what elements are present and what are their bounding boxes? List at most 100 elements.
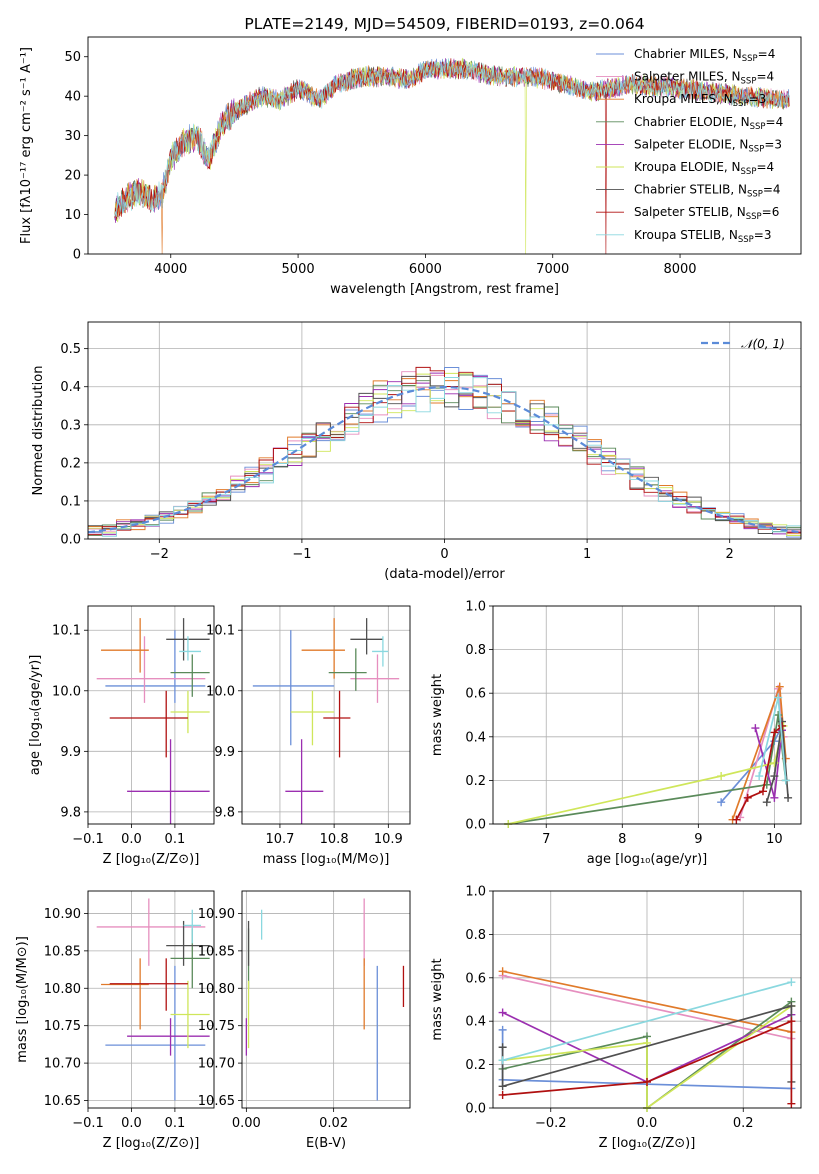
- weight-marker: [498, 1008, 507, 1017]
- x-axis-label: E(B-V): [306, 1136, 346, 1151]
- x-tick-label: 7: [542, 832, 550, 847]
- weight-marker: [498, 1082, 507, 1091]
- x-axis-label: Z [log₁₀(Z/Z⊙)]: [103, 1136, 200, 1151]
- x-axis-label: wavelength [Angstrom, rest frame]: [330, 282, 559, 297]
- x-tick-label: 8000: [663, 262, 696, 277]
- weight-marker: [498, 1025, 507, 1034]
- x-tick-label: 0: [440, 547, 448, 562]
- x-tick-label: 9: [694, 832, 702, 847]
- weight-series-line: [502, 974, 792, 1040]
- weight-marker: [643, 1077, 651, 1086]
- x-tick-label: 0.1: [165, 1116, 186, 1131]
- weight-marker: [770, 772, 779, 781]
- gaussian-reference-curve: [87, 385, 802, 534]
- legend-entry: Chabrier MILES, NSSP=4: [634, 47, 775, 64]
- legend-entry: Kroupa STELIB, NSSP=3: [634, 228, 772, 245]
- y-tick-label: 0.2: [465, 774, 486, 789]
- plot-area: [88, 891, 214, 1108]
- x-tick-label: 0.02: [319, 1116, 348, 1131]
- data-point: [109, 690, 188, 758]
- legend-entry: Chabrier ELODIE, NSSP=4: [634, 115, 783, 132]
- y-tick-label: 10.1: [206, 624, 235, 639]
- legend-entry: Salpeter STELIB, NSSP=6: [634, 205, 779, 222]
- x-tick-label: 1: [583, 547, 591, 562]
- x-tick-label: 7000: [536, 262, 569, 277]
- weight-marker: [751, 724, 760, 733]
- y-tick-label: 10.85: [198, 944, 235, 959]
- chart-title: PLATE=2149, MJD=54509, FIBERID=0193, z=0…: [244, 15, 644, 33]
- data-point: [109, 958, 188, 1011]
- y-tick-label: 0.6: [465, 971, 486, 986]
- y-axis-label: Flux [fλ10⁻¹⁷ erg cm⁻² s⁻¹ A⁻¹]: [19, 47, 34, 244]
- y-axis-label: mass weight: [430, 674, 445, 756]
- data-point: [96, 898, 206, 966]
- plot-area: [242, 891, 410, 1108]
- weight-series-line: [502, 1019, 793, 1104]
- weight-marker: [775, 682, 784, 691]
- y-tick-label: 10.90: [44, 907, 81, 922]
- weight-marker: [770, 728, 779, 737]
- y-tick-label: 10.90: [198, 907, 235, 922]
- weight-marker: [717, 772, 726, 781]
- y-tick-label: 0.4: [465, 730, 486, 745]
- weight-marker: [777, 721, 786, 730]
- x-tick-label: 0.2: [733, 1116, 754, 1131]
- weight-marker: [758, 787, 767, 796]
- panel-spectrum: 4000 5000 6000 7000 8000 0 10 20 30 40 50 PLATE=214…: [19, 15, 802, 297]
- panel-age-vs-mass: 10.7 10.8 10.9 9.8 9.9 10.0 10.1 mass [log₁₀(M/…: [206, 605, 411, 867]
- weight-series-line: [765, 721, 789, 803]
- legend-entry: Kroupa MILES, NSSP=3: [634, 92, 766, 109]
- data-point: [285, 739, 324, 824]
- data-point: [290, 690, 335, 746]
- weight-marker: [743, 793, 752, 802]
- panel-mass-vs-ebv: 0.00 0.02 10.65 10.70 10.75 10.80 10.85 10.90 E(…: [198, 890, 411, 1151]
- y-tick-label: 10.75: [44, 1019, 81, 1034]
- y-tick-label: 30: [64, 129, 81, 144]
- data-point: [170, 690, 210, 734]
- data-point: [372, 636, 389, 667]
- weight-marker: [498, 967, 507, 976]
- legend-entry: Salpeter MILES, NSSP=4: [634, 70, 774, 87]
- y-tick-label: 10.0: [52, 684, 81, 699]
- y-tick-label: 0.5: [60, 342, 81, 357]
- data-point: [252, 630, 335, 746]
- y-tick-label: 0.6: [465, 687, 486, 702]
- axes-frame: [492, 890, 802, 1109]
- y-tick-label: 10.75: [198, 1019, 235, 1034]
- weight-marker: [498, 1090, 507, 1099]
- axes-frame: [241, 890, 411, 1109]
- data-point: [170, 980, 210, 1049]
- y-tick-label: 10.80: [198, 982, 235, 997]
- legend: Chabrier MILES, NSSP=4 Salpeter MILES, NS…: [596, 47, 783, 245]
- y-tick-label: 0.2: [60, 456, 81, 471]
- axes-frame: [87, 321, 802, 540]
- x-tick-label: 10: [766, 832, 783, 847]
- data-point: [101, 958, 149, 1030]
- y-tick-label: 1.0: [465, 885, 486, 900]
- weight-marker: [770, 793, 779, 802]
- axes-frame: [87, 36, 802, 255]
- weight-marker: [498, 1043, 507, 1052]
- axes-frame: [241, 605, 411, 825]
- y-tick-label: 9.8: [60, 805, 81, 820]
- x-tick-label: 8: [618, 832, 626, 847]
- legend-entry: Chabrier STELIB, NSSP=4: [634, 183, 781, 200]
- data-point: [301, 618, 345, 679]
- axes-frame: [492, 605, 802, 825]
- x-tick-label: 0.0: [637, 1116, 658, 1131]
- x-axis-label: Z [log₁₀(Z/Z⊙)]: [103, 852, 200, 867]
- data-point: [179, 636, 201, 661]
- weight-marker: [787, 1002, 796, 1011]
- y-tick-label: 0.3: [60, 418, 81, 433]
- x-axis-label: (data-model)/error: [384, 567, 505, 582]
- y-tick-label: 10.0: [206, 684, 235, 699]
- y-tick-label: 0.4: [465, 1015, 486, 1030]
- weight-series-line: [502, 970, 792, 1033]
- y-tick-label: 0: [73, 248, 81, 263]
- panel-mass-vs-Z: −0.1 0.0 0.1 10.65 10.70 10.75 10.80 10.85 10.90…: [15, 890, 215, 1151]
- x-tick-label: −0.2: [535, 1116, 567, 1131]
- x-tick-label: 0.00: [232, 1116, 261, 1131]
- weight-marker: [717, 798, 726, 807]
- weight-marker: [498, 1056, 507, 1065]
